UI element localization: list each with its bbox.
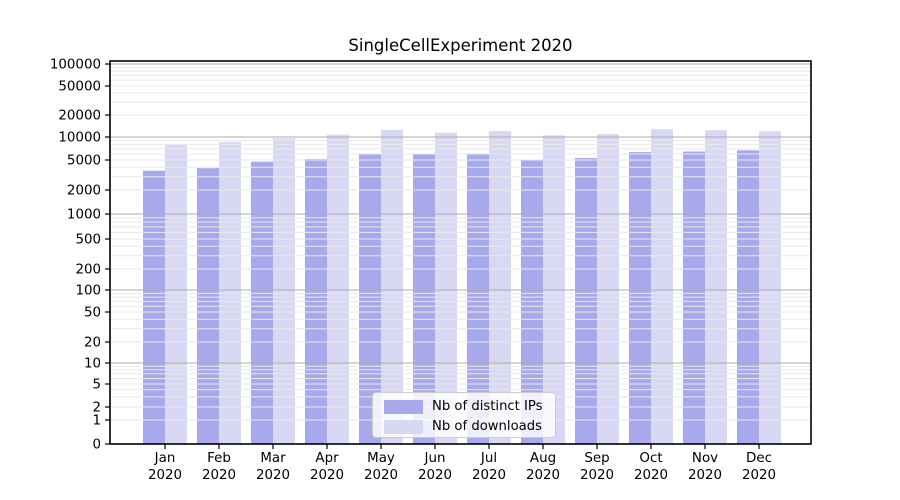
- x-tick-label-year: 2020: [364, 468, 398, 483]
- x-tick-label-month: Feb: [207, 451, 231, 466]
- x-tick-label-month: Jan: [154, 451, 176, 466]
- bar-downloads: [327, 134, 349, 444]
- x-tick-label-year: 2020: [472, 468, 506, 483]
- x-tick-label-month: Jun: [424, 451, 446, 466]
- x-tick-label-month: May: [367, 451, 395, 466]
- y-tick-label: 5000: [67, 154, 101, 169]
- x-tick-label-year: 2020: [310, 468, 344, 483]
- legend-item-distinct-ips: Nb of distinct IPs: [384, 399, 555, 414]
- y-tick-label: 2000: [67, 184, 101, 199]
- bar-distinct-ips: [629, 152, 651, 444]
- legend: Nb of distinct IPs Nb of downloads: [372, 392, 556, 438]
- x-tick-label-year: 2020: [256, 468, 290, 483]
- y-tick-label: 10000: [58, 131, 101, 146]
- y-tick-label: 0: [92, 438, 101, 453]
- x-tick-label-year: 2020: [418, 468, 452, 483]
- x-tick-label-year: 2020: [688, 468, 722, 483]
- x-tick-label-month: Apr: [315, 451, 339, 466]
- y-tick-label: 200: [75, 263, 101, 278]
- x-tick-label-month: Nov: [692, 451, 718, 466]
- y-tick-label: 1: [92, 414, 101, 429]
- y-tick-label: 100000: [50, 58, 101, 73]
- x-tick-label-month: Sep: [584, 451, 609, 466]
- legend-swatch-distinct-ips: [384, 399, 423, 414]
- legend-item-downloads: Nb of downloads: [384, 419, 555, 434]
- bar-downloads: [273, 138, 295, 444]
- bar-distinct-ips: [521, 160, 543, 444]
- bar-distinct-ips: [467, 153, 489, 444]
- x-tick-label-month: Mar: [260, 451, 286, 466]
- bar-distinct-ips: [143, 170, 165, 445]
- y-tick-label: 500: [75, 233, 101, 248]
- x-tick-label-month: Dec: [746, 451, 772, 466]
- plot-frame: [109, 60, 812, 445]
- x-tick-label-year: 2020: [148, 468, 182, 483]
- legend-label-distinct-ips: Nb of distinct IPs: [432, 399, 543, 414]
- legend-swatch-downloads: [384, 419, 423, 434]
- x-tick-label-month: Jul: [480, 451, 497, 466]
- x-tick-label-year: 2020: [634, 468, 668, 483]
- y-tick-label: 2: [92, 401, 101, 416]
- y-tick-label: 20: [84, 336, 101, 351]
- bar-distinct-ips: [251, 161, 273, 444]
- y-tick-label: 50: [84, 306, 101, 321]
- bar-downloads: [705, 130, 727, 444]
- x-tick-label-year: 2020: [742, 468, 776, 483]
- y-tick-label: 50000: [58, 80, 101, 95]
- bar-downloads: [381, 129, 403, 444]
- bar-distinct-ips: [683, 151, 705, 444]
- bar-distinct-ips: [359, 153, 381, 444]
- x-tick-label-year: 2020: [580, 468, 614, 483]
- chart-title: SingleCellExperiment 2020: [348, 36, 573, 55]
- y-tick-label: 100: [75, 284, 101, 299]
- y-tick-label: 5: [92, 378, 101, 393]
- x-tick-label-year: 2020: [202, 468, 236, 483]
- bar-downloads: [165, 143, 187, 445]
- x-tick-label-month: Aug: [530, 451, 556, 466]
- bar-downloads: [651, 129, 673, 444]
- x-tick-label-month: Oct: [639, 451, 662, 466]
- bar-downloads: [597, 133, 619, 445]
- y-tick-label: 10: [84, 357, 101, 372]
- legend-label-downloads: Nb of downloads: [432, 419, 542, 434]
- y-tick-label: 1000: [67, 208, 101, 223]
- x-tick-label-year: 2020: [526, 468, 560, 483]
- y-tick-label: 20000: [58, 109, 101, 124]
